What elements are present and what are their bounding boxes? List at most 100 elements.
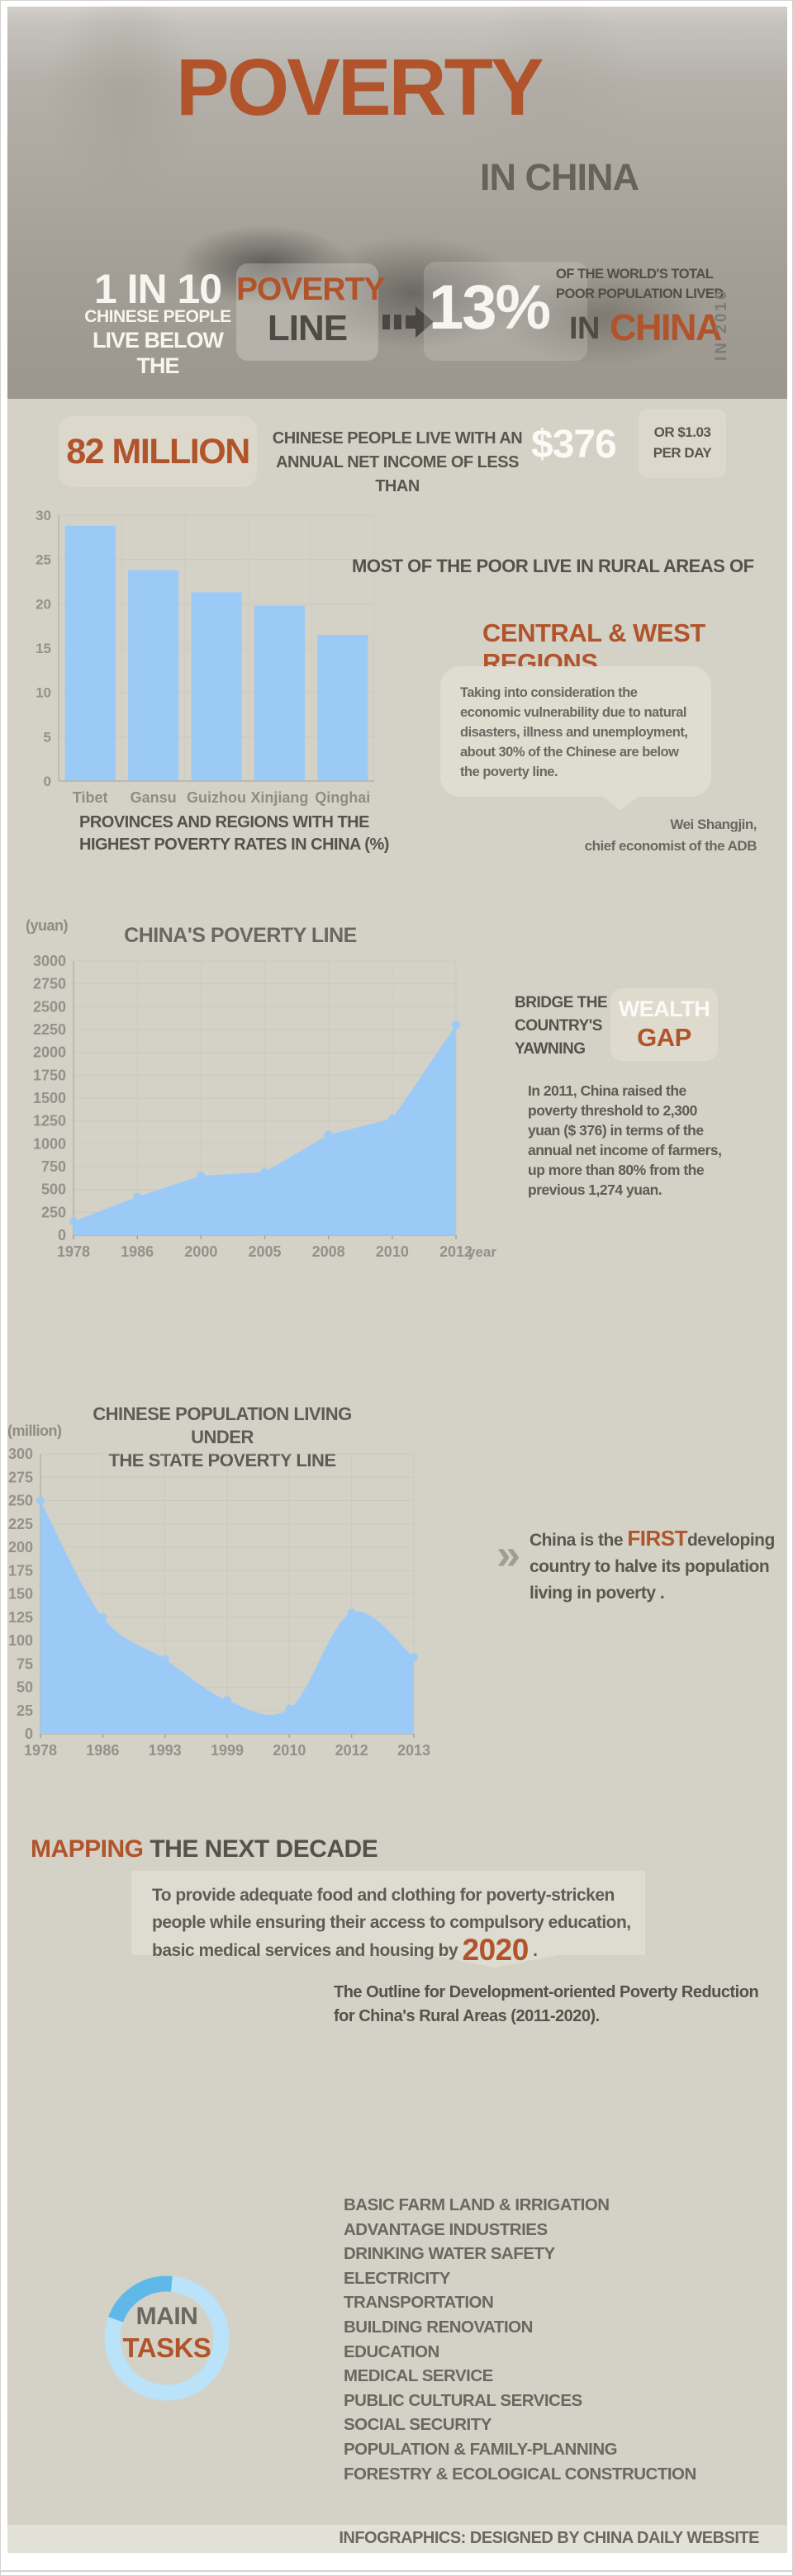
svg-text:125: 125 [8, 1609, 33, 1626]
bar-caption-line1: PROVINCES AND REGIONS WITH THE [79, 813, 369, 831]
task-item: PUBLIC CULTURAL SERVICES [344, 2390, 582, 2410]
svg-text:1250: 1250 [33, 1113, 66, 1129]
task-item: POPULATION & FAMILY-PLANNING [344, 2439, 618, 2459]
world-total-line2: POOR POPULATION LIVED [556, 286, 724, 301]
mapping-title-highlight: MAPPING [31, 1835, 144, 1863]
wealth-gap-box [610, 988, 718, 1061]
wealth-lead: BRIDGE THE COUNTRY'S YAWNING [515, 992, 608, 1061]
per-day-text: OR $1.03 PER DAY [639, 422, 726, 463]
svg-text:Qinghai: Qinghai [315, 789, 370, 806]
outline-line2: for China's Rural Areas (2011-2020). [334, 2007, 600, 2025]
svg-text:0: 0 [58, 1227, 66, 1243]
svg-text:250: 250 [8, 1493, 33, 1509]
gap-word: GAP [637, 1023, 691, 1052]
vertical-year-label: IN 2010 [713, 288, 730, 361]
donut-word-tasks: TASKS [122, 2332, 211, 2363]
donut-word-main: MAIN [135, 2303, 198, 2330]
chart1-unit-label: (yuan) [26, 917, 69, 934]
task-item: ELECTRICITY [344, 2268, 450, 2288]
svg-text:2010: 2010 [376, 1243, 409, 1260]
halve-highlight: FIRST [627, 1526, 687, 1551]
percent-value: 13% [429, 272, 551, 343]
page-subtitle: IN CHINA [480, 156, 639, 198]
line-word: LINE [267, 308, 348, 348]
per-day-box [639, 409, 726, 478]
income-desc-line2: ANNUAL NET INCOME OF LESS THAN [276, 453, 519, 495]
svg-text:2750: 2750 [33, 976, 66, 992]
svg-text:500: 500 [41, 1181, 66, 1198]
svg-text:1986: 1986 [86, 1742, 119, 1759]
svg-text:2013: 2013 [397, 1742, 430, 1759]
svg-text:50: 50 [17, 1679, 33, 1696]
chart2-title-line2: THE STATE POVERTY LINE [108, 1450, 336, 1470]
svg-text:150: 150 [8, 1586, 33, 1603]
svg-text:5: 5 [44, 729, 51, 745]
svg-text:1978: 1978 [57, 1243, 90, 1260]
goal-box [131, 1871, 645, 1955]
halve-statement: China is the FIRSTdeveloping country to … [529, 1525, 781, 1607]
attribution-title: chief economist of the ADB [584, 838, 757, 854]
page-title: POVERTY [176, 42, 544, 132]
income-desc-line1: CHINESE PEOPLE LIVE WITH AN [272, 429, 523, 447]
in-word: IN [569, 311, 601, 346]
svg-text:1978: 1978 [24, 1742, 57, 1759]
chevron-right-icon: » [496, 1531, 520, 1579]
wealth-word: WEALTH [618, 997, 710, 1021]
svg-text:100: 100 [8, 1632, 33, 1649]
svg-text:2000: 2000 [33, 1044, 66, 1061]
quote-bubble-tail [601, 795, 640, 810]
world-total-line1: OF THE WORLD'S TOTAL [556, 267, 714, 282]
outline-line1: The Outline for Development-oriented Pov… [334, 1983, 759, 2001]
task-item: BASIC FARM LAND & IRRIGATION [344, 2195, 610, 2214]
poverty-word: POVERTY [236, 272, 385, 307]
task-item: TRANSPORTATION [344, 2293, 494, 2313]
svg-text:750: 750 [41, 1158, 66, 1175]
wealth-body: In 2011, China raised the poverty thresh… [528, 1082, 722, 1198]
svg-text:2000: 2000 [184, 1243, 217, 1260]
rural-lead: MOST OF THE POOR LIVE IN RURAL AREAS OF [352, 556, 754, 576]
svg-text:30: 30 [36, 508, 51, 523]
svg-text:0: 0 [44, 774, 51, 789]
svg-text:year: year [468, 1244, 496, 1260]
outline-reference: The Outline for Development-oriented Pov… [334, 1981, 759, 2029]
footer-strip [7, 2525, 787, 2553]
svg-text:10: 10 [36, 685, 51, 701]
task-item: MEDICAL SERVICE [344, 2366, 493, 2386]
svg-text:1986: 1986 [121, 1243, 154, 1260]
chart2-title: CHINESE POPULATION LIVING UNDER THE STAT… [74, 1403, 371, 1472]
svg-text:2012: 2012 [439, 1243, 472, 1260]
area-chart-poverty-line: 0 250 500 750 1000 1250 1500 1750 2000 2250 2500 27… [33, 953, 496, 1260]
stat-one-in-ten: 1 IN 10 [93, 266, 222, 312]
svg-text:200: 200 [8, 1539, 33, 1556]
chart2-title-line1: CHINESE POPULATION LIVING UNDER [93, 1404, 352, 1447]
bar-caption-line2: HIGHEST POVERTY RATES IN CHINA (%) [79, 836, 389, 854]
per-day-line2: PER DAY [653, 445, 712, 461]
svg-text:75: 75 [17, 1655, 33, 1672]
svg-text:1999: 1999 [211, 1742, 244, 1759]
per-day-line1: OR $1.03 [653, 424, 711, 440]
bar-chart-provinces: 0 5 10 15 20 25 30 Tibet Gansu Guizhou Xinjiang Qin… [36, 508, 375, 806]
chart1-title: CHINA'S POVERTY LINE [124, 924, 357, 947]
main-tasks-donut [104, 2275, 230, 2401]
goal-prefix: To provide adequate food and clothing fo… [152, 1886, 631, 1960]
task-item: ADVANTAGE INDUSTRIES [344, 2219, 548, 2239]
svg-text:2005: 2005 [248, 1243, 281, 1260]
goal-box-tail [432, 1955, 558, 1968]
task-item: DRINKING WATER SAFETY [344, 2244, 555, 2264]
bottom-edge-line [1, 2570, 792, 2572]
svg-text:20: 20 [36, 596, 51, 612]
footer-credit: INFOGRAPHICS: DESIGNED BY CHINA DAILY WE… [339, 2529, 759, 2547]
halve-prefix: China is the [529, 1531, 628, 1550]
svg-text:Gansu: Gansu [131, 789, 177, 806]
svg-text:Xinjiang: Xinjiang [250, 789, 308, 806]
wealth-lead-line3: YAWNING [515, 1040, 586, 1058]
photo-header [7, 7, 787, 399]
svg-text:250: 250 [41, 1204, 66, 1220]
stat-chinese-people: CHINESE PEOPLE [84, 307, 231, 326]
svg-text:0: 0 [25, 1726, 33, 1742]
percent-panel [424, 262, 587, 361]
mapping-title-rest: THE NEXT DECADE [143, 1835, 378, 1863]
arrow-right-icon [382, 306, 434, 338]
svg-text:275: 275 [8, 1469, 33, 1485]
